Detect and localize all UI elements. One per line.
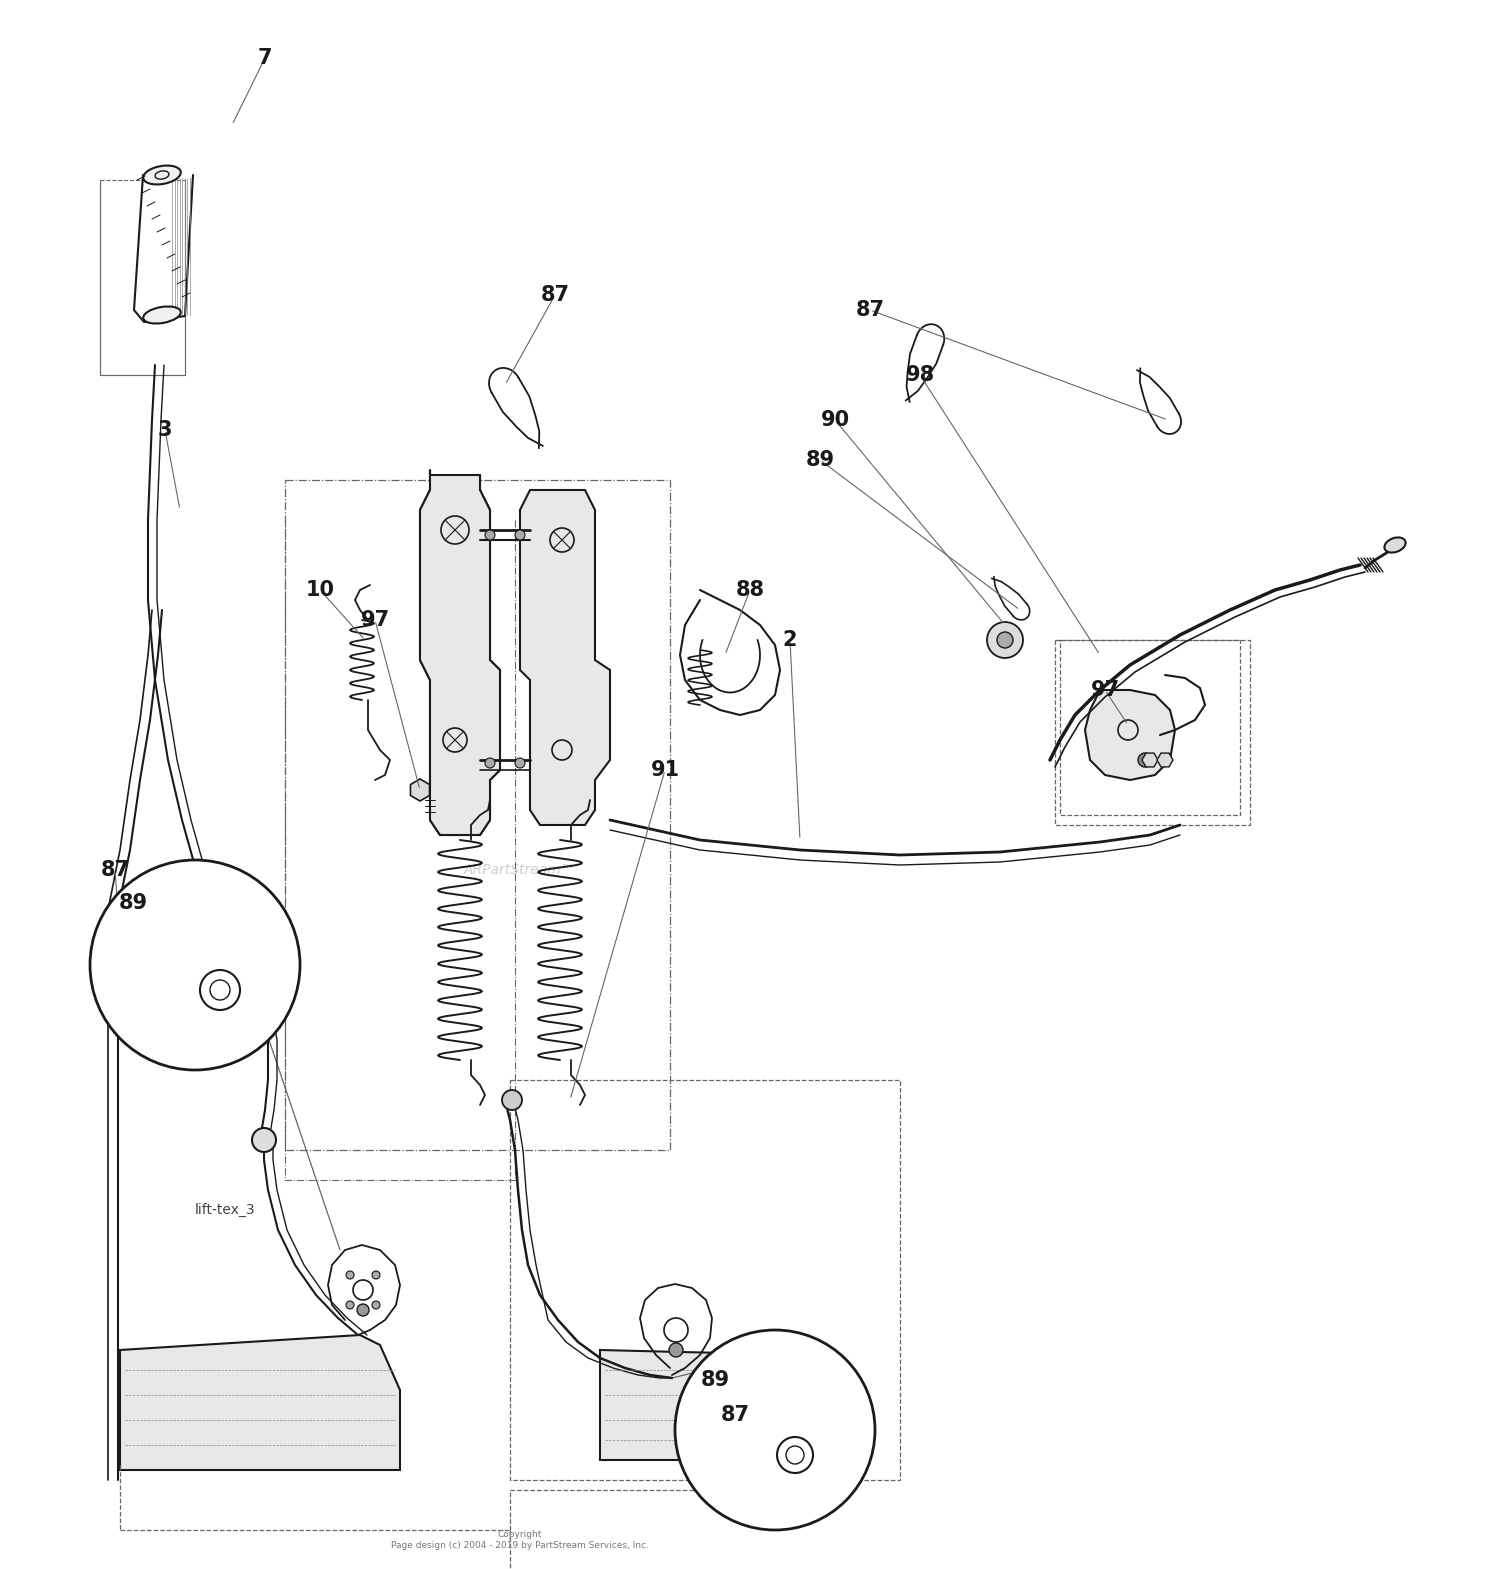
Circle shape [346,1301,354,1309]
Bar [100,180,184,375]
Text: ARPartStream™: ARPartStream™ [464,863,576,877]
Circle shape [90,860,300,1070]
Bar [1060,640,1240,814]
Polygon shape [1156,753,1173,767]
Text: 89: 89 [118,893,147,913]
Text: 91: 91 [651,759,680,780]
Text: 87: 87 [540,286,570,304]
Bar [510,1079,900,1480]
Text: 98: 98 [906,366,934,384]
Circle shape [372,1271,380,1279]
Ellipse shape [142,306,182,323]
Polygon shape [411,778,429,802]
Ellipse shape [1384,538,1406,552]
Polygon shape [1142,753,1158,767]
Text: 10: 10 [306,581,334,599]
Circle shape [998,632,1012,648]
Bar [1054,640,1250,825]
Text: 89: 89 [700,1370,729,1390]
Circle shape [514,758,525,767]
Text: 90: 90 [821,410,849,430]
Text: 89: 89 [806,450,834,471]
Circle shape [503,1090,522,1109]
Circle shape [514,530,525,540]
Text: 3: 3 [158,420,172,439]
Text: 87: 87 [720,1404,750,1425]
Text: 2: 2 [783,631,798,650]
Polygon shape [1084,690,1174,780]
Polygon shape [520,490,610,825]
Polygon shape [420,471,500,835]
Polygon shape [600,1349,840,1461]
Text: lift-tex_3: lift-tex_3 [195,1203,255,1218]
Circle shape [252,1128,276,1152]
Circle shape [669,1343,682,1357]
Text: Copyright
Page design (c) 2004 - 2019 by PartStream Services, Inc.: Copyright Page design (c) 2004 - 2019 by… [392,1530,650,1550]
Circle shape [372,1301,380,1309]
Polygon shape [120,1335,400,1470]
Ellipse shape [142,166,182,185]
Circle shape [484,758,495,767]
Circle shape [357,1304,369,1316]
Text: 7: 7 [258,49,273,67]
Text: 97: 97 [1090,679,1119,700]
Circle shape [675,1331,874,1530]
Circle shape [987,621,1023,657]
Circle shape [484,530,495,540]
Circle shape [346,1271,354,1279]
Circle shape [1138,753,1152,767]
Text: 87: 87 [100,860,129,880]
Text: 97: 97 [360,610,390,631]
Text: 88: 88 [735,581,765,599]
Text: 87: 87 [855,300,885,320]
